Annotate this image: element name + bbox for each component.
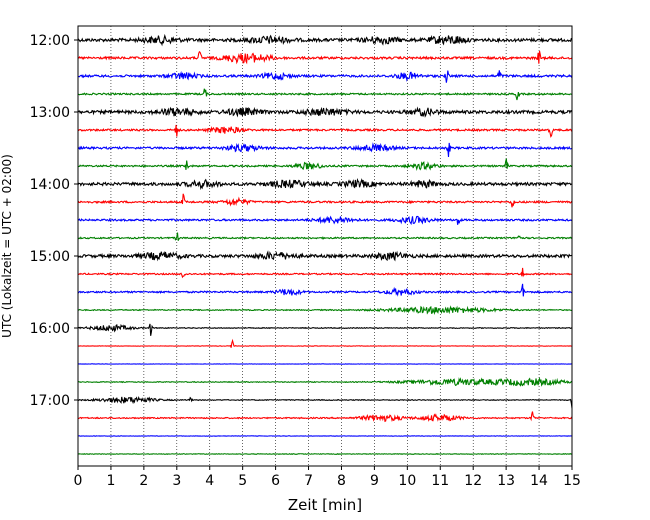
- trace-line: [77, 232, 573, 241]
- trace-line: [77, 215, 573, 226]
- trace-line: [77, 70, 573, 83]
- trace-line: [77, 283, 573, 297]
- x-tick-label: 2: [139, 473, 148, 489]
- x-tick-label: 0: [74, 473, 83, 489]
- trace-line: [77, 106, 573, 118]
- x-tick-label: 9: [370, 473, 379, 489]
- y-tick-label: 16:00: [30, 321, 70, 337]
- y-axis: 12:00 13:00 14:00 15:00 16:00 17:00: [30, 33, 78, 409]
- x-tick-label: 12: [464, 473, 482, 489]
- y-tick-label: 12:00: [30, 33, 70, 49]
- x-tick-label: 6: [271, 473, 280, 489]
- plot-frame: [77, 25, 573, 467]
- trace-line: [77, 50, 573, 65]
- trace-line: [77, 396, 573, 409]
- y-tick-label: 17:00: [30, 393, 70, 409]
- x-tick-label: 15: [563, 473, 581, 489]
- x-tick-label: 5: [238, 473, 247, 489]
- trace-line: [77, 453, 573, 455]
- trace-line: [77, 323, 573, 336]
- trace-line: [77, 124, 573, 138]
- trace-line: [77, 411, 573, 423]
- y-tick-label: 13:00: [30, 105, 70, 121]
- trace-line: [77, 88, 573, 101]
- x-tick-label: 11: [431, 473, 449, 489]
- x-tick-label: 4: [205, 473, 214, 489]
- trace-line: [78, 305, 573, 316]
- trace-line: [77, 158, 573, 171]
- x-tick-label: 13: [497, 473, 515, 489]
- trace-line: [77, 33, 573, 47]
- x-tick-label: 8: [337, 473, 346, 489]
- trace-line: [77, 142, 573, 158]
- x-tick-label: 3: [172, 473, 181, 489]
- trace-line: [77, 338, 573, 348]
- trace-line: [77, 193, 573, 208]
- y-axis-label: UTC (Lokalzeit = UTC + 02:00): [0, 154, 14, 338]
- x-axis-label: Zeit [min]: [288, 496, 362, 514]
- x-tick-label: 1: [106, 473, 115, 489]
- trace-line: [77, 177, 573, 191]
- x-tick-label: 10: [398, 473, 416, 489]
- trace-line: [77, 377, 573, 387]
- grid-lines: [110, 26, 540, 466]
- y-tick-label: 15:00: [30, 249, 70, 265]
- seismic-traces: [77, 33, 573, 455]
- trace-line: [77, 267, 573, 279]
- y-tick-label: 14:00: [30, 177, 70, 193]
- trace-line: [77, 250, 573, 262]
- x-tick-label: 14: [530, 473, 548, 489]
- x-axis: 0 1 2 3 4 5 6 7 8 9 10 11 12 13 14 15: [74, 466, 581, 489]
- x-tick-label: 7: [304, 473, 313, 489]
